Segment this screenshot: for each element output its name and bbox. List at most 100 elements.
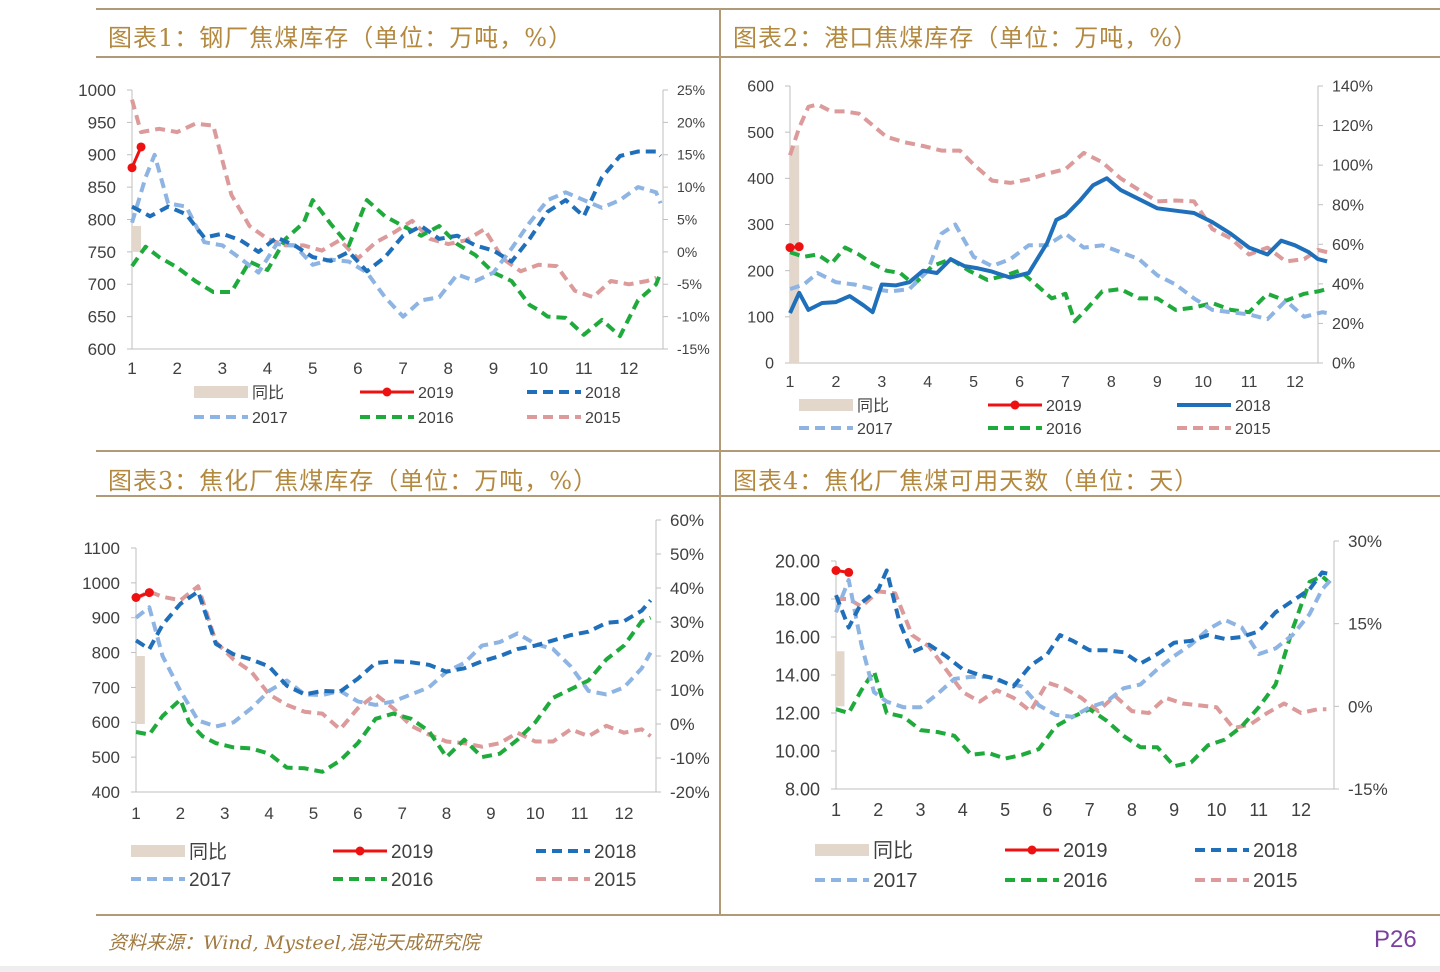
- yoy-bar: [836, 651, 845, 707]
- series-2019-point: [785, 243, 795, 253]
- y2-tick-label: 20%: [1332, 316, 1364, 333]
- legend-item-yoy: 同比: [131, 841, 227, 863]
- legend-label: 2016: [418, 410, 454, 427]
- y-tick-label: 700: [92, 678, 120, 697]
- y2-tick-label: 20%: [677, 114, 705, 130]
- y2-tick-label: 15%: [1348, 615, 1382, 634]
- x-tick-label: 6: [353, 804, 362, 823]
- legend-item-2019: 2019: [360, 385, 454, 402]
- series-2018: [834, 568, 1332, 689]
- legend-item-2016: 2016: [988, 421, 1082, 438]
- y2-tick-label: -20%: [670, 783, 710, 802]
- legend-marker: [1010, 400, 1020, 410]
- y2-tick-label: 30%: [670, 613, 704, 632]
- legend-item-2018: 2018: [527, 385, 621, 402]
- x-tick-label: 11: [575, 359, 593, 378]
- y2-tick-label: 25%: [677, 82, 705, 98]
- legend-label: 同比: [873, 839, 913, 862]
- y-tick-label: 0: [765, 356, 774, 373]
- y-tick-label: 1000: [82, 574, 120, 593]
- x-tick-label: 7: [1085, 800, 1095, 820]
- x-tick-label: 10: [526, 804, 545, 823]
- series-2019-point: [127, 163, 137, 173]
- bottom-rule: [96, 914, 1440, 916]
- x-tick-label: 4: [923, 374, 932, 391]
- x-tick-label: 11: [1249, 800, 1268, 820]
- yoy-bar: [132, 225, 142, 252]
- chart4-title: 图表4：焦化厂焦煤可用天数（单位：天）: [733, 467, 1200, 495]
- x-tick-label: 10: [1206, 800, 1226, 820]
- legend-label: 2016: [1063, 870, 1108, 892]
- x-tick-label: 2: [172, 359, 181, 378]
- series-2015: [130, 99, 657, 300]
- legend-label: 2015: [594, 870, 636, 891]
- legend-label: 2017: [857, 421, 893, 438]
- series-2018: [134, 589, 653, 697]
- series-2019-point: [794, 242, 804, 252]
- x-tick-label: 5: [308, 359, 317, 378]
- y-tick-label: 500: [747, 125, 774, 142]
- top-rule: [96, 8, 1440, 10]
- x-tick-label: 9: [489, 359, 498, 378]
- legend-item-2018: 2018: [1195, 840, 1298, 862]
- x-tick-label: 2: [831, 374, 840, 391]
- legend-label: 2019: [1046, 398, 1082, 415]
- x-tick-label: 10: [1194, 374, 1212, 391]
- legend-swatch: [799, 399, 853, 411]
- y-tick-label: 900: [88, 146, 116, 165]
- legend-label: 同比: [857, 397, 889, 415]
- y2-tick-label: -15%: [677, 341, 710, 357]
- y-tick-label: 750: [88, 243, 116, 262]
- x-tick-label: 8: [1107, 374, 1116, 391]
- x-tick-label: 7: [397, 804, 406, 823]
- footer-band: [0, 966, 1440, 972]
- x-tick-label: 1: [127, 359, 136, 378]
- series-2019-point: [844, 567, 854, 577]
- y-tick-label: 650: [88, 308, 116, 327]
- legend-label: 2018: [1253, 840, 1298, 862]
- x-tick-label: 8: [444, 359, 453, 378]
- series-2017: [834, 578, 1333, 719]
- y-tick-label: 18.00: [775, 589, 820, 609]
- x-tick-label: 12: [1286, 374, 1304, 391]
- x-tick-label: 3: [916, 800, 926, 820]
- y2-tick-label: 0%: [1332, 356, 1355, 373]
- y-tick-label: 1000: [78, 81, 116, 100]
- series-2015: [836, 589, 1327, 731]
- x-tick-label: 4: [958, 800, 968, 820]
- x-tick-label: 1: [786, 374, 795, 391]
- x-tick-label: 5: [1000, 800, 1010, 820]
- y-tick-label: 850: [88, 178, 116, 197]
- legend-label: 2015: [585, 410, 621, 427]
- y2-tick-label: 0%: [1348, 697, 1373, 716]
- legend-item-2017: 2017: [815, 870, 918, 892]
- title-rule-left: [96, 56, 720, 58]
- y2-tick-label: 100%: [1332, 158, 1373, 175]
- legend-item-2017: 2017: [194, 410, 288, 427]
- x-tick-label: 11: [571, 804, 589, 823]
- legend-swatch: [815, 844, 869, 856]
- x-tick-label: 10: [529, 359, 548, 378]
- legend-item-2016: 2016: [1005, 870, 1108, 892]
- y2-tick-label: 40%: [1332, 276, 1364, 293]
- x-tick-label: 8: [442, 804, 451, 823]
- y2-tick-label: 50%: [670, 545, 704, 564]
- middle-rule: [96, 450, 1440, 452]
- x-tick-label: 12: [615, 804, 634, 823]
- legend-marker: [355, 846, 365, 856]
- page-number: P26: [1374, 926, 1417, 953]
- y2-tick-label: 10%: [670, 681, 704, 700]
- y2-tick-label: -15%: [1348, 780, 1388, 799]
- legend-item-yoy: 同比: [815, 839, 913, 862]
- x-tick-label: 2: [873, 800, 883, 820]
- series-2016: [835, 574, 1332, 769]
- x-tick-label: 7: [1061, 374, 1070, 391]
- series-2019-point: [131, 592, 141, 602]
- x-tick-label: 4: [263, 359, 272, 378]
- legend-item-2015: 2015: [536, 870, 636, 891]
- legend-item-2017: 2017: [131, 870, 231, 891]
- legend-label: 2017: [189, 870, 231, 891]
- yoy-bar: [136, 656, 145, 724]
- x-tick-label: 4: [264, 804, 273, 823]
- y2-tick-label: 0%: [677, 244, 697, 260]
